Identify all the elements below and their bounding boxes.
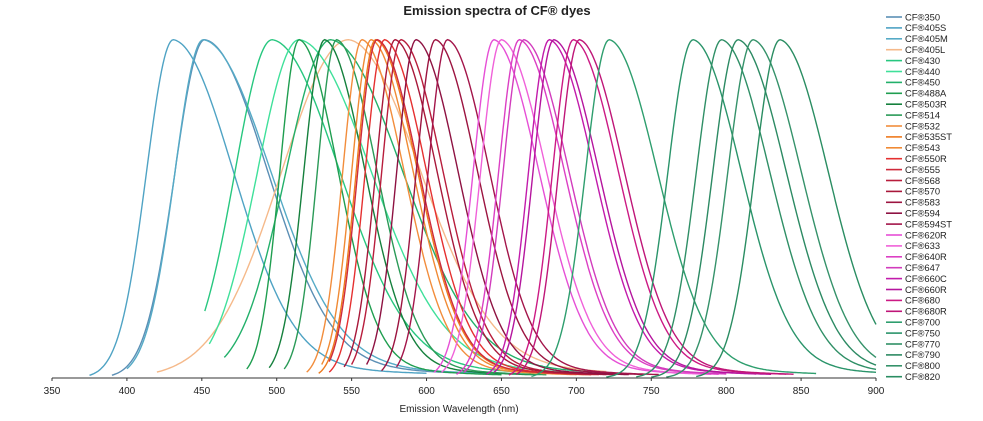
- series-line: [396, 38, 659, 376]
- plot-lines: [89, 38, 877, 378]
- x-tick-label: 700: [568, 386, 585, 397]
- legend-label: CF®800: [905, 360, 940, 371]
- series-line: [343, 38, 607, 376]
- x-tick-label: 650: [493, 386, 510, 397]
- legend-label: CF®514: [905, 109, 940, 120]
- legend-label: CF®660C: [905, 273, 947, 284]
- x-axis-label: Emission Wavelength (nm): [399, 404, 518, 415]
- series-line: [204, 38, 547, 374]
- series-line: [208, 38, 577, 374]
- series-line: [328, 38, 592, 376]
- legend-label: CF®633: [905, 240, 940, 251]
- legend-label: CF®543: [905, 142, 940, 153]
- series-line: [651, 38, 877, 378]
- x-tick-label: 600: [418, 386, 435, 397]
- series-line: [666, 38, 877, 378]
- legend-label: CF®405L: [905, 44, 945, 55]
- legend-label: CF®350: [905, 11, 940, 22]
- x-tick-label: 750: [643, 386, 660, 397]
- series-line: [89, 38, 427, 376]
- series-line: [636, 38, 877, 378]
- x-tick-label: 400: [119, 386, 136, 397]
- x-axis-ticks: 350 400 450 500 550 600 650 700 750 800 850 900: [44, 378, 885, 397]
- legend-label: CF®555: [905, 164, 940, 175]
- legend-label: CF®660R: [905, 284, 947, 295]
- legend-label: CF®594: [905, 208, 940, 219]
- x-tick-label: 550: [343, 386, 360, 397]
- legend-label: CF®450: [905, 77, 940, 88]
- legend-label: CF®405M: [905, 33, 948, 44]
- series-line: [328, 38, 599, 376]
- legend-label: CF®820: [905, 371, 940, 382]
- legend-label: CF®647: [905, 262, 940, 273]
- legend-label: CF®430: [905, 55, 940, 66]
- series-line: [531, 38, 817, 377]
- x-tick-label: 350: [44, 386, 61, 397]
- x-tick-label: 450: [193, 386, 210, 397]
- series-line: [223, 38, 607, 374]
- legend-label: CF®770: [905, 338, 940, 349]
- legend-label: CF®568: [905, 175, 940, 186]
- series-line: [696, 38, 877, 378]
- legend-label: CF®488A: [905, 88, 947, 99]
- legend-label: CF®503R: [905, 99, 947, 110]
- legend-label: CF®440: [905, 66, 940, 77]
- legend-label: CF®532: [905, 120, 940, 131]
- legend-label: CF®790: [905, 349, 940, 360]
- series-line: [441, 38, 719, 375]
- series-line: [508, 38, 787, 376]
- series-line: [126, 38, 487, 374]
- legend-label: CF®405S: [905, 22, 946, 33]
- x-tick-label: 500: [268, 386, 285, 397]
- series-line: [606, 38, 877, 378]
- series-line: [365, 38, 629, 376]
- series-line: [516, 38, 794, 375]
- series-line: [283, 38, 547, 376]
- x-tick-label: 850: [793, 386, 810, 397]
- legend-label: CF®750: [905, 327, 940, 338]
- legend: CF®350CF®405SCF®405MCF®405LCF®430CF®440C…: [886, 11, 952, 382]
- chart-title: Emission spectra of CF® dyes: [403, 3, 590, 18]
- x-tick-label: 900: [868, 386, 885, 397]
- series-line: [493, 38, 772, 375]
- legend-label: CF®570: [905, 186, 940, 197]
- legend-label: CF®640R: [905, 251, 947, 262]
- legend-label: CF®594ST: [905, 218, 952, 229]
- legend-label: CF®680: [905, 295, 940, 306]
- legend-label: CF®680R: [905, 306, 947, 317]
- legend-label: CF®535ST: [905, 131, 952, 142]
- legend-label: CF®700: [905, 317, 940, 328]
- x-tick-label: 800: [718, 386, 735, 397]
- legend-label: CF®620R: [905, 229, 947, 240]
- legend-label: CF®583: [905, 197, 940, 208]
- legend-label: CF®550R: [905, 153, 947, 164]
